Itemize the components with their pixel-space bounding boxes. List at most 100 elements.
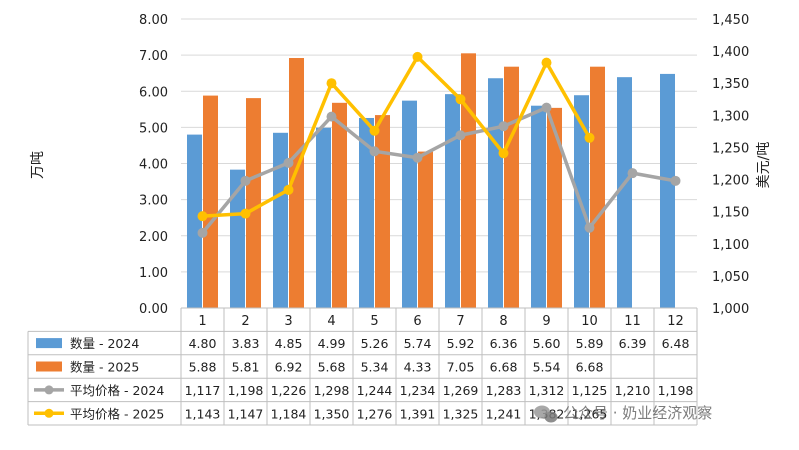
point-平均价格 - 2024	[498, 121, 509, 132]
bar-数量 - 2025	[332, 102, 347, 308]
y-left-tick-label: 4.00	[139, 158, 168, 173]
point-平均价格 - 2024	[627, 168, 638, 179]
data-label: 5.34	[361, 360, 389, 375]
bar-数量 - 2025	[375, 115, 390, 308]
bar-数量 - 2024	[230, 169, 245, 308]
data-label: 1,125	[572, 383, 608, 398]
bar-数量 - 2024	[359, 117, 374, 308]
y-right-tick-label: 1,300	[712, 109, 749, 124]
x-tick-label: 4	[327, 314, 335, 329]
data-label: 4.99	[318, 336, 346, 351]
bar-数量 - 2024	[273, 132, 288, 308]
data-label: 5.88	[189, 360, 217, 375]
data-label: 6.48	[662, 336, 690, 351]
x-tick-label: 2	[241, 314, 249, 329]
x-tick-label: 7	[456, 314, 464, 329]
point-平均价格 - 2025	[455, 94, 466, 105]
bar-数量 - 2024	[488, 78, 503, 309]
data-label: 5.81	[232, 360, 260, 375]
point-平均价格 - 2024	[541, 102, 552, 113]
legend-swatch-marker	[44, 408, 54, 418]
point-平均价格 - 2025	[197, 211, 208, 222]
data-label: 5.92	[447, 336, 475, 351]
bar-数量 - 2024	[316, 127, 331, 308]
x-tick-label: 9	[542, 314, 550, 329]
data-label: 6.39	[619, 336, 647, 351]
y-left-tick-label: 0.00	[139, 302, 168, 317]
bar-数量 - 2025	[289, 58, 304, 308]
data-label: 1,117	[185, 383, 221, 398]
data-label: 1,226	[271, 383, 307, 398]
x-tick-label: 3	[284, 314, 292, 329]
bar-数量 - 2024	[531, 105, 546, 308]
y-right-tick-label: 1,150	[712, 206, 749, 221]
y-left-tick-label: 1.00	[139, 266, 168, 281]
line-平均价格 - 2024	[201, 105, 676, 234]
point-平均价格 - 2025	[584, 132, 595, 143]
legend-swatch	[36, 361, 62, 372]
data-label: 1,244	[357, 383, 393, 398]
point-平均价格 - 2024	[197, 227, 208, 238]
point-平均价格 - 2025	[240, 208, 251, 219]
y-right-tick-label: 1,000	[712, 302, 749, 317]
y-right-tick-label: 1,250	[712, 141, 749, 156]
x-tick-label: 1	[198, 314, 206, 329]
data-label: 5.74	[404, 336, 432, 351]
y-left-tick-label: 7.00	[139, 49, 168, 64]
x-tick-label: 11	[624, 314, 641, 329]
data-label: 5.54	[533, 360, 561, 375]
point-平均价格 - 2024	[283, 157, 294, 168]
data-label: 1,184	[271, 406, 307, 421]
data-label: 1,350	[314, 406, 350, 421]
y-right-tick-label: 1,050	[712, 270, 749, 285]
point-平均价格 - 2024	[584, 222, 595, 233]
point-平均价格 - 2025	[541, 57, 552, 68]
x-tick-label: 6	[413, 314, 421, 329]
legend-label: 平均价格 - 2024	[70, 383, 164, 398]
y-left-tick-label: 2.00	[139, 230, 168, 245]
data-label: 5.26	[361, 336, 389, 351]
data-label: 5.60	[533, 336, 561, 351]
data-label: 6.68	[490, 360, 518, 375]
data-label: 1,298	[314, 383, 350, 398]
y-right-tick-label: 1,100	[712, 238, 749, 253]
y-right-axis-title: 美元/吨	[756, 142, 772, 189]
point-平均价格 - 2024	[412, 152, 423, 163]
point-平均价格 - 2025	[283, 184, 294, 195]
data-label: 1,283	[486, 383, 522, 398]
x-tick-label: 10	[581, 314, 598, 329]
bar-数量 - 2025	[504, 66, 519, 308]
data-label: 1,143	[185, 406, 221, 421]
bar-数量 - 2025	[246, 98, 261, 309]
point-平均价格 - 2025	[326, 78, 337, 89]
y-right-tick-label: 1,450	[712, 13, 749, 28]
data-label: 1,265	[572, 406, 608, 421]
y-right-tick-label: 1,350	[712, 77, 749, 92]
data-label: 1,325	[443, 406, 479, 421]
legend-label: 数量 - 2025	[70, 360, 139, 375]
bar-数量 - 2024	[445, 94, 460, 308]
data-label: 6.92	[275, 360, 303, 375]
point-平均价格 - 2025	[498, 148, 509, 159]
watermark: 公众号 · 奶业经济观察	[534, 404, 712, 423]
data-label: 5.68	[318, 360, 346, 375]
watermark-text: 公众号 · 奶业经济观察	[563, 404, 712, 422]
legend-swatch-marker	[44, 385, 54, 395]
data-label: 1,210	[615, 383, 651, 398]
data-label: 7.05	[447, 360, 475, 375]
bar-数量 - 2024	[187, 134, 202, 308]
bar-数量 - 2025	[203, 95, 218, 309]
data-label: 1,198	[228, 383, 264, 398]
data-label: 3.83	[232, 336, 260, 351]
legend-label: 数量 - 2024	[70, 336, 139, 351]
data-label: 6.36	[490, 336, 518, 351]
point-平均价格 - 2025	[369, 125, 380, 136]
y-right-tick-label: 1,200	[712, 174, 749, 189]
data-label: 4.80	[189, 336, 217, 351]
point-平均价格 - 2025	[412, 51, 423, 62]
bar-数量 - 2024	[617, 77, 632, 308]
bar-数量 - 2025	[461, 53, 476, 308]
bar-数量 - 2025	[418, 151, 433, 308]
